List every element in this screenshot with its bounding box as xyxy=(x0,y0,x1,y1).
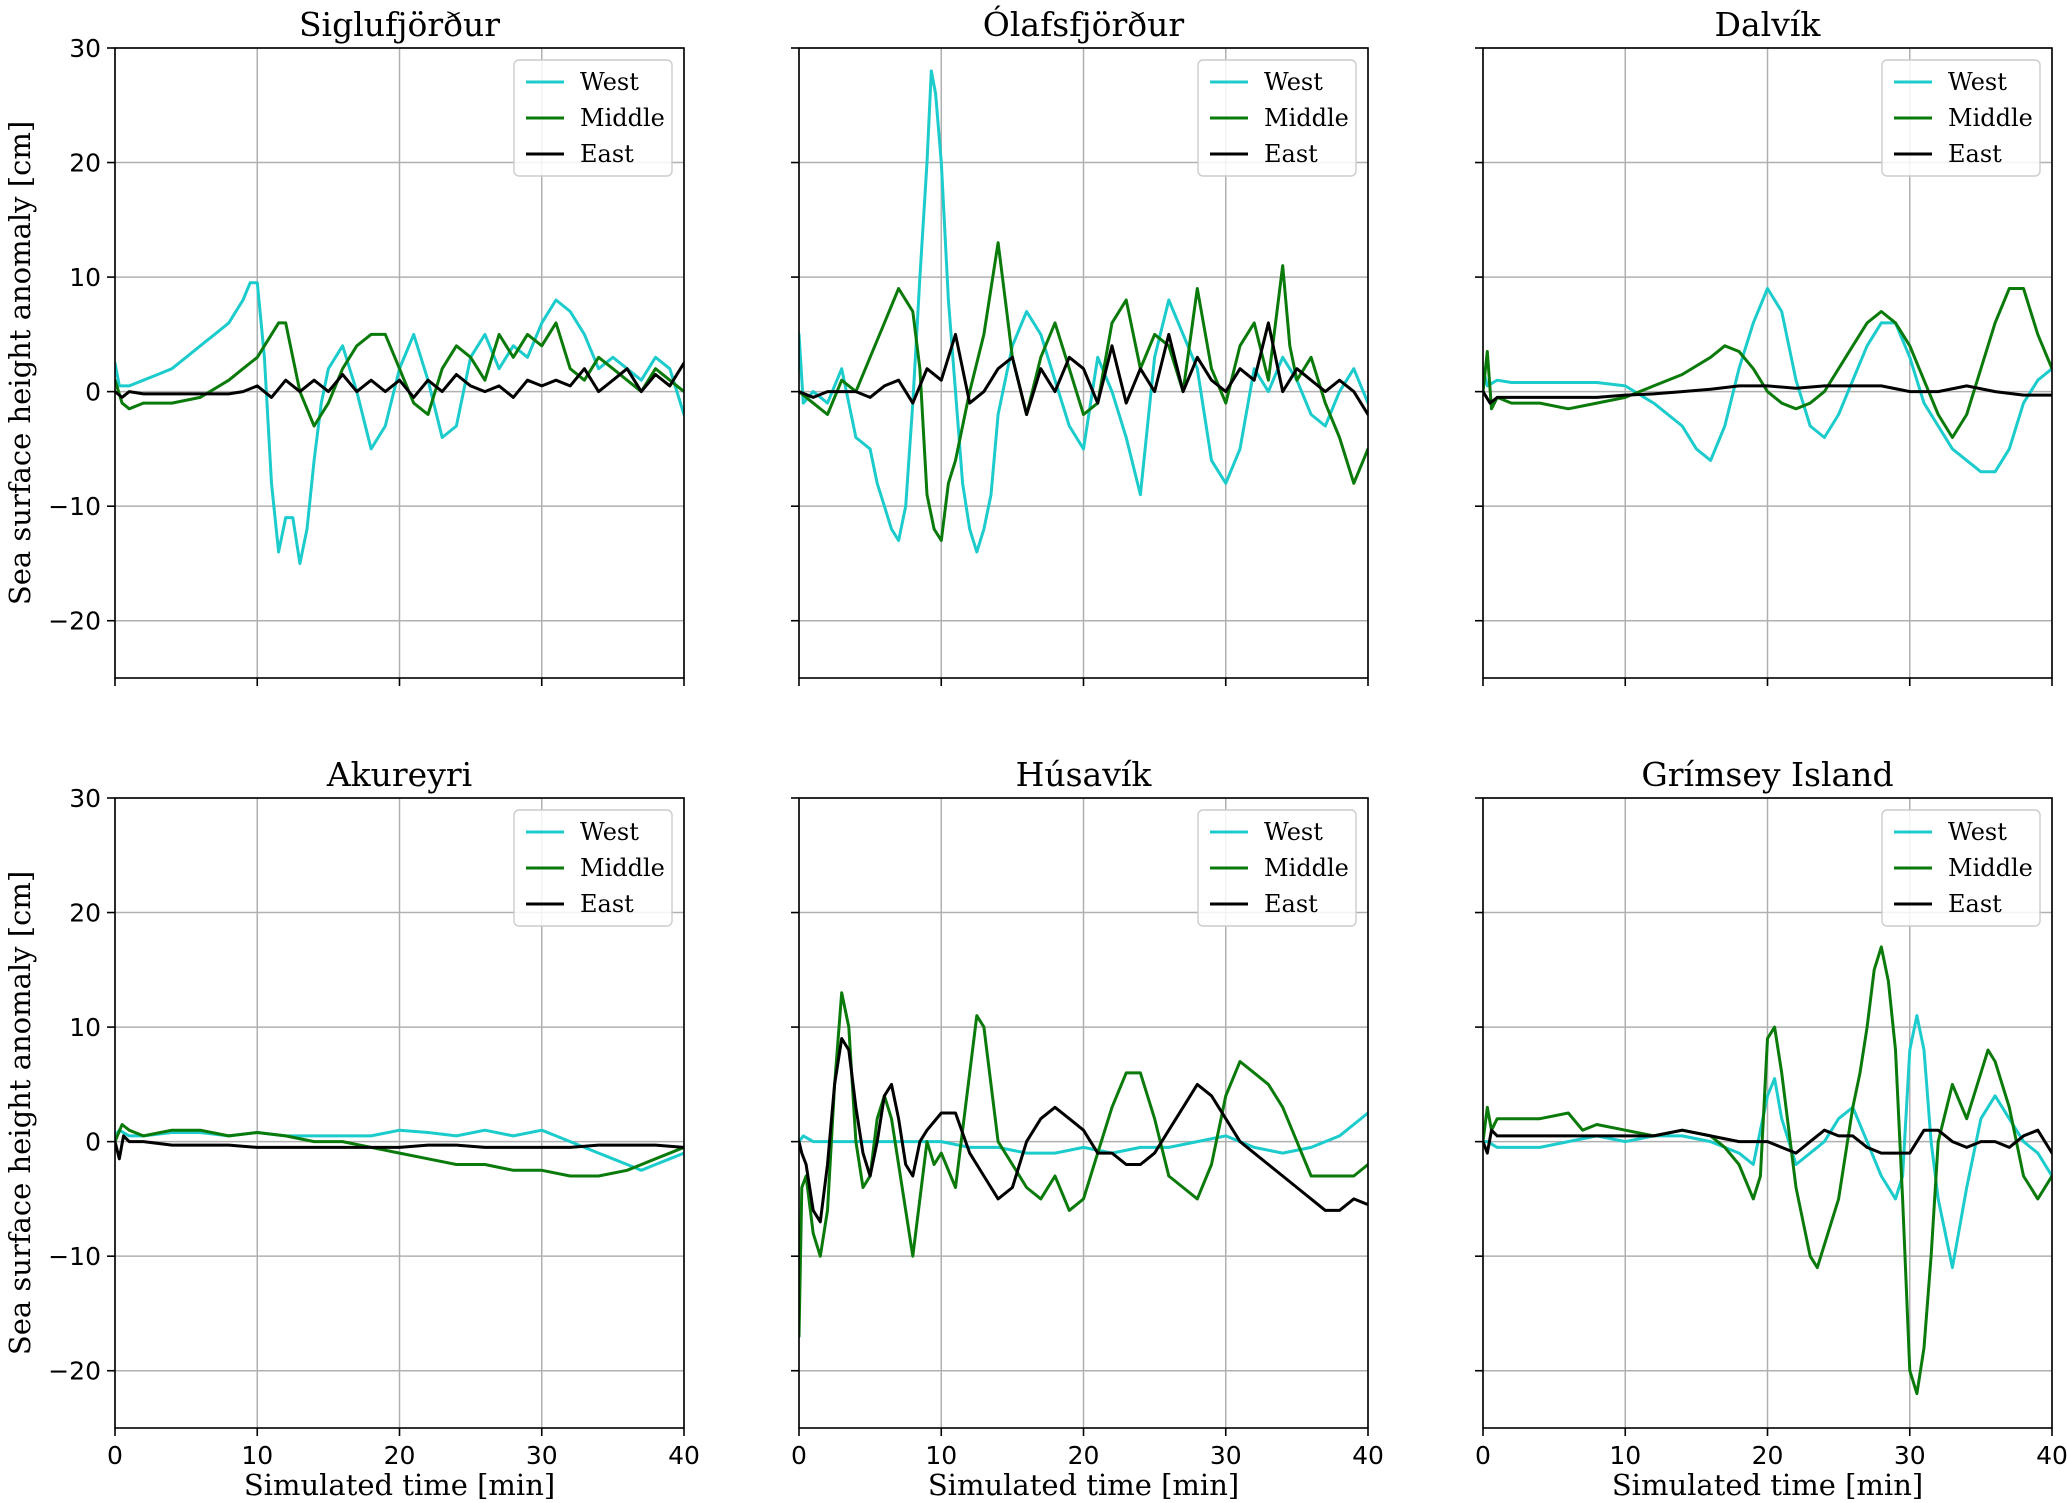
legend: West Middle East xyxy=(513,59,673,177)
legend: West Middle East xyxy=(1197,809,1357,927)
y-axis-label: Sea surface height anomaly [cm] xyxy=(3,121,37,605)
series-line-west xyxy=(115,1128,684,1172)
legend-entry: East xyxy=(1948,890,2002,918)
x-tick-label: 0 xyxy=(791,1441,807,1470)
legend-entry: Middle xyxy=(580,104,665,132)
legend-entry: West xyxy=(1264,818,1323,846)
subplot-title: Grímsey Island xyxy=(1641,755,1893,794)
x-tick-label: 30 xyxy=(1210,1441,1242,1470)
legend-entry: Middle xyxy=(1948,104,2033,132)
legend-box xyxy=(1881,59,2041,177)
legend: West Middle East xyxy=(1197,59,1357,177)
series-line-east xyxy=(1483,384,2052,405)
series-line-middle xyxy=(1483,287,2052,439)
subplot-title: Dalvík xyxy=(1715,5,1822,44)
series-line-east xyxy=(115,1134,684,1161)
legend-entry: Middle xyxy=(1948,854,2033,882)
subplot-5: 0 10 20 30 40 Húsavík Simulated time [min] West… xyxy=(791,755,1384,1502)
series-line-east xyxy=(799,321,1368,416)
y-tick-label: −20 xyxy=(48,1357,101,1386)
series-line-west xyxy=(799,1111,1368,1155)
y-tick-label: −10 xyxy=(48,1242,101,1271)
subplot-6: 0 10 20 30 40 Grímsey Island Simulated time [m… xyxy=(1475,755,2067,1502)
x-tick-label: 30 xyxy=(1894,1441,1926,1470)
legend-entry: East xyxy=(1948,140,2002,168)
subplot-1: −20 −10 0 10 20 30 Siglufjörður Sea surface hei… xyxy=(3,5,685,686)
series-line-middle xyxy=(799,241,1368,542)
series-line-west xyxy=(1483,287,2052,474)
legend-entry: West xyxy=(1948,68,2007,96)
x-axis-label: Simulated time [min] xyxy=(1612,1468,1923,1502)
legend-box xyxy=(1197,59,1357,177)
subplot-title: Akureyri xyxy=(326,755,472,794)
y-tick-label: 30 xyxy=(69,34,101,63)
x-tick-label: 40 xyxy=(668,1441,700,1470)
legend-entry: East xyxy=(580,890,634,918)
series-line-middle xyxy=(799,991,1368,1338)
legend-entry: Middle xyxy=(1264,104,1349,132)
x-tick-label: 10 xyxy=(241,1441,273,1470)
legend-entry: West xyxy=(580,818,639,846)
y-tick-label: 0 xyxy=(85,1128,101,1157)
legend-entry: East xyxy=(580,140,634,168)
series-line-middle xyxy=(1483,945,2052,1396)
y-tick-label: 30 xyxy=(69,784,101,813)
x-tick-label: 20 xyxy=(1752,1441,1784,1470)
legend-entry: Middle xyxy=(1264,854,1349,882)
y-axis-label: Sea surface height anomaly [cm] xyxy=(3,871,37,1355)
y-tick-label: −10 xyxy=(48,492,101,521)
x-tick-label: 20 xyxy=(384,1441,416,1470)
series-line-east xyxy=(115,361,684,399)
subplot-4: 0 10 20 30 40 −20 −10 0 10 20 30 Akureyri Simulated … xyxy=(3,755,700,1502)
y-tick-label: −20 xyxy=(48,607,101,636)
x-tick-label: 40 xyxy=(2036,1441,2067,1470)
legend-entry: West xyxy=(1948,818,2007,846)
legend-entry: East xyxy=(1264,890,1318,918)
legend-box xyxy=(1881,809,2041,927)
x-axis-label: Simulated time [min] xyxy=(244,1468,555,1502)
x-tick-label: 10 xyxy=(1609,1441,1641,1470)
x-tick-label: 20 xyxy=(1068,1441,1100,1470)
series-line-middle xyxy=(115,321,684,428)
x-tick-label: 0 xyxy=(1475,1441,1491,1470)
subplot-title: Siglufjörður xyxy=(299,5,500,44)
legend: West Middle East xyxy=(1881,59,2041,177)
series-line-east xyxy=(1483,1128,2052,1155)
x-tick-label: 30 xyxy=(526,1441,558,1470)
x-tick-label: 40 xyxy=(1352,1441,1384,1470)
x-tick-label: 10 xyxy=(925,1441,957,1470)
series-line-west xyxy=(115,281,684,565)
x-tick-label: 0 xyxy=(107,1441,123,1470)
y-tick-label: 0 xyxy=(85,378,101,407)
legend-entry: Middle xyxy=(580,854,665,882)
legend-box xyxy=(513,809,673,927)
legend-entry: West xyxy=(580,68,639,96)
subplot-title: Húsavík xyxy=(1016,755,1153,794)
y-tick-label: 10 xyxy=(69,1013,101,1042)
subplot-title: Ólafsfjörður xyxy=(983,4,1185,44)
legend-box xyxy=(513,59,673,177)
legend-entry: West xyxy=(1264,68,1323,96)
legend-box xyxy=(1197,809,1357,927)
x-axis-label: Simulated time [min] xyxy=(928,1468,1239,1502)
y-tick-label: 10 xyxy=(69,263,101,292)
legend: West Middle East xyxy=(513,809,673,927)
y-tick-label: 20 xyxy=(69,899,101,928)
subplot-3: Dalvík West Middle East xyxy=(1475,5,2053,686)
y-tick-label: 20 xyxy=(69,149,101,178)
series-line-east xyxy=(799,1037,1368,1224)
legend-entry: East xyxy=(1264,140,1318,168)
series-line-west xyxy=(799,69,1368,554)
subplot-2: Ólafsfjörður West Middle East xyxy=(791,4,1369,686)
legend: West Middle East xyxy=(1881,809,2041,927)
